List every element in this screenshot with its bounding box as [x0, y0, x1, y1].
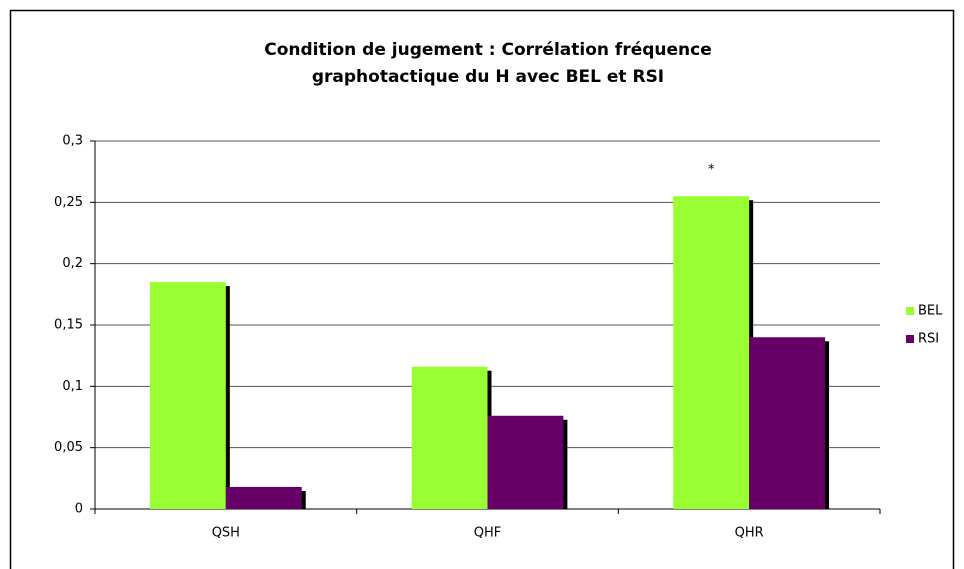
bar — [673, 196, 750, 509]
legend-swatch — [906, 307, 914, 315]
bar — [225, 486, 302, 509]
x-tick-label: QHR — [735, 526, 764, 541]
chart-title: Condition de jugement : Corrélation fréq… — [264, 40, 712, 60]
y-tick-label: 0,15 — [54, 318, 83, 333]
bar — [411, 366, 488, 509]
y-tick-label: 0,2 — [62, 256, 83, 271]
bar — [149, 282, 226, 509]
y-tick-label: 0,25 — [54, 195, 83, 210]
y-tick-label: 0,05 — [54, 440, 83, 455]
legend-label: BEL — [918, 304, 943, 319]
y-tick-label: 0 — [75, 502, 83, 517]
y-tick-label: 0,3 — [62, 134, 83, 149]
chart-title: graphotactique du H avec BEL et RSI — [312, 67, 664, 87]
legend-swatch — [906, 335, 914, 343]
x-tick-label: QHF — [474, 526, 502, 541]
x-tick-label: QSH — [212, 526, 240, 541]
annotation: * — [708, 163, 715, 178]
bar — [749, 337, 826, 509]
bar — [487, 415, 564, 509]
y-tick-label: 0,1 — [62, 379, 83, 394]
legend-label: RSI — [918, 332, 939, 347]
